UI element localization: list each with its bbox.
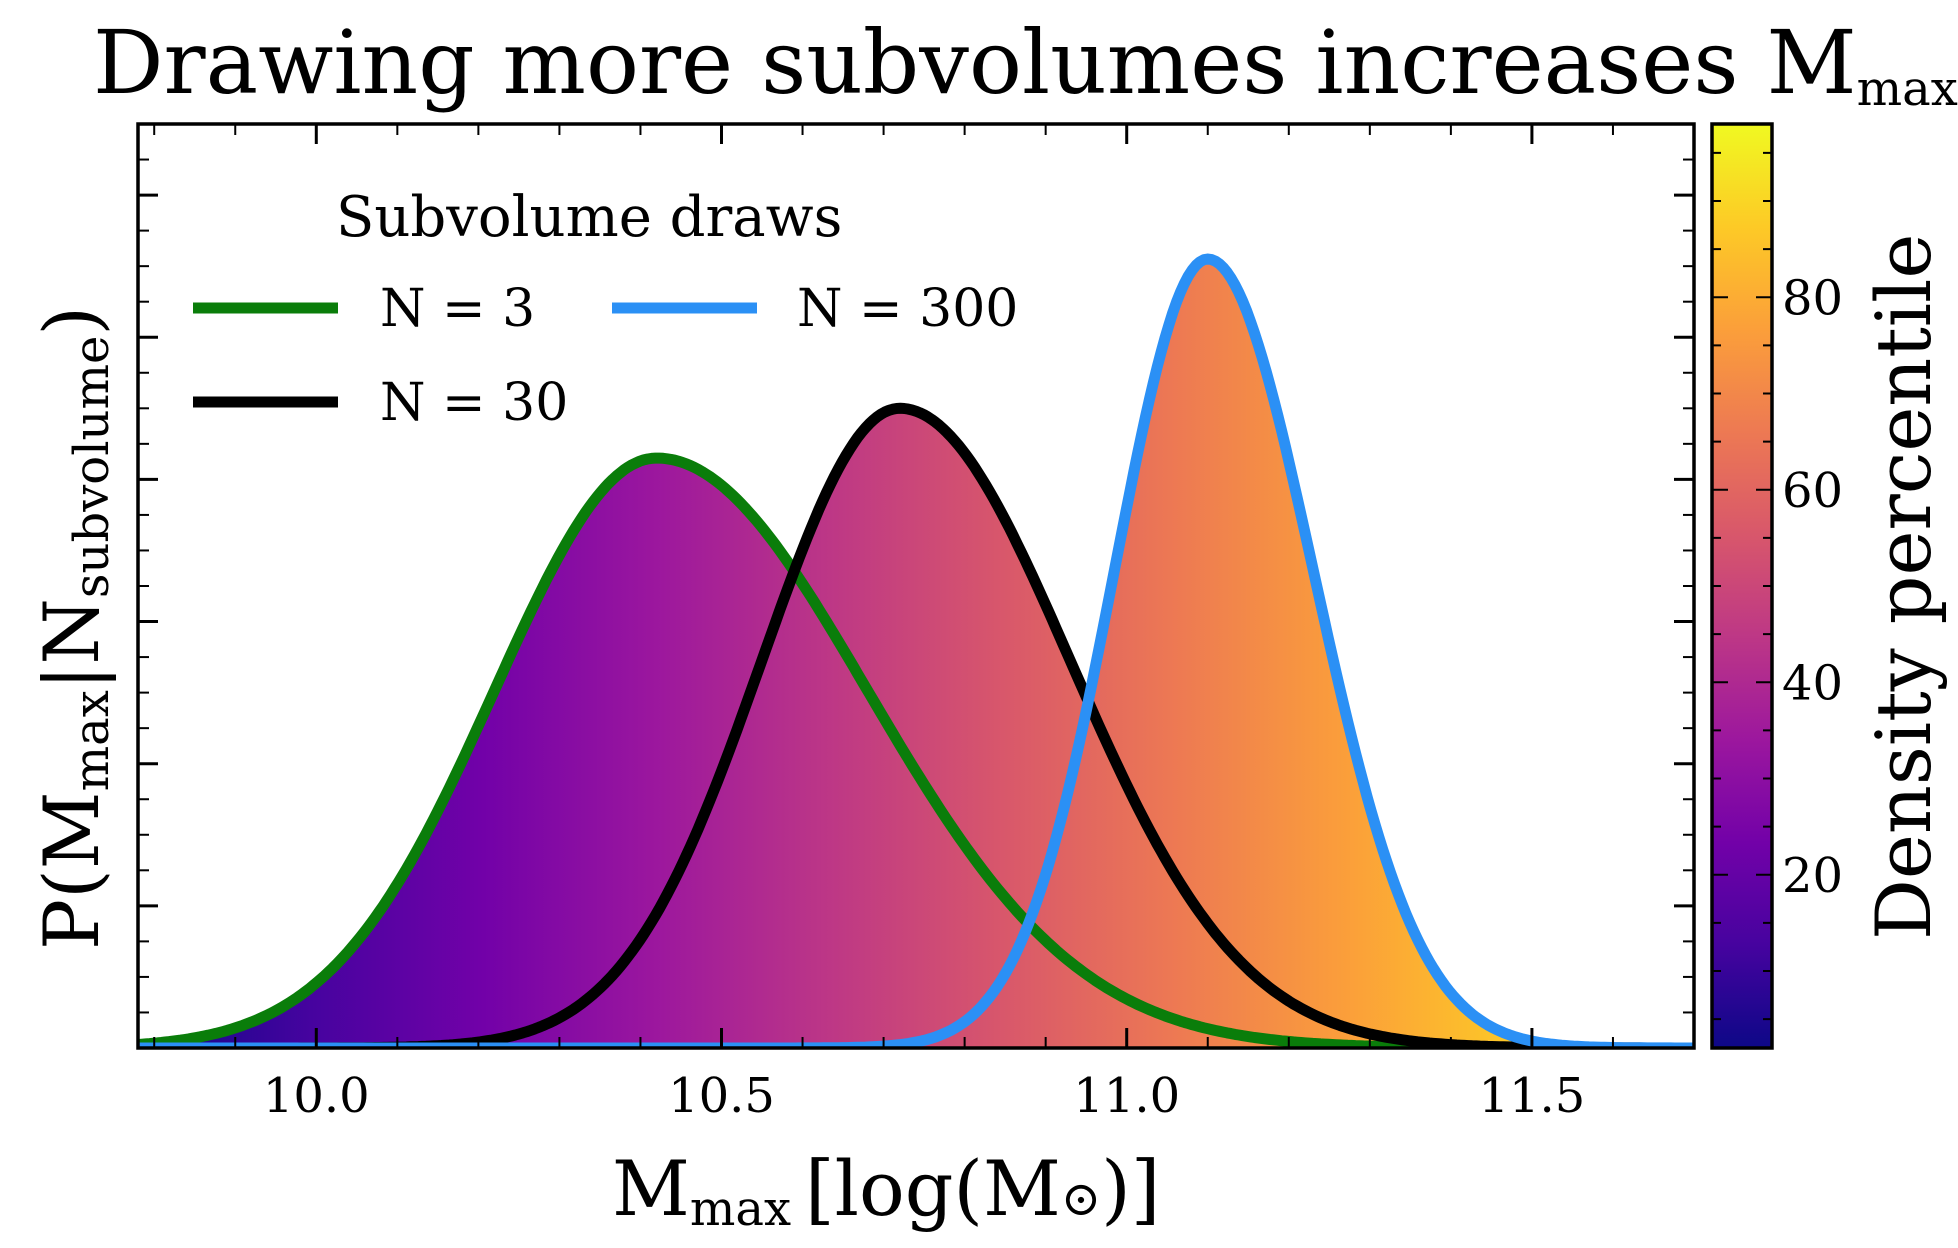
plot-frame xyxy=(136,122,1696,1050)
legend-label-n300: N = 300 xyxy=(797,279,1018,339)
x-tick-label: 11.5 xyxy=(1478,1068,1585,1124)
chart-title: Drawing more subvolumes increases Mmax xyxy=(93,11,1958,117)
series-line-2 xyxy=(138,253,1694,1048)
colorbar-label: Density percentile xyxy=(1859,234,1948,940)
gradient-fill xyxy=(138,259,1694,1048)
cbar-tick-label: 40 xyxy=(1782,655,1843,711)
cbar-tick-label: 80 xyxy=(1782,270,1843,326)
x-axis-label: Mmax [log(M⊙)] xyxy=(612,1144,1160,1237)
cbar-tick-label: 20 xyxy=(1782,848,1843,904)
y-axis-label: P(Mmax|Nsubvolume) xyxy=(27,306,120,950)
axis-ticks: 10.0 10.5 11.0 11.5 xyxy=(138,123,1695,1124)
x-tick-label: 10.5 xyxy=(668,1068,775,1124)
colorbar-bar xyxy=(1710,122,1774,1050)
x-tick-label: 11.0 xyxy=(1073,1068,1180,1124)
legend-label-n3: N = 3 xyxy=(380,279,535,339)
colorbar: 20 40 60 80 Density percentile xyxy=(1710,122,1948,1050)
colorbar-ticks: 20 40 60 80 xyxy=(1712,151,1843,1021)
legend-label-n30: N = 30 xyxy=(380,373,568,433)
x-tick-label: 10.0 xyxy=(263,1068,370,1124)
plot-area: 10.0 10.5 11.0 11.5 xyxy=(136,122,1696,1124)
cbar-tick-label: 60 xyxy=(1782,463,1843,519)
legend-title: Subvolume draws xyxy=(336,185,842,250)
legend: Subvolume draws N = 3 N = 30 N = 300 xyxy=(193,185,1018,433)
